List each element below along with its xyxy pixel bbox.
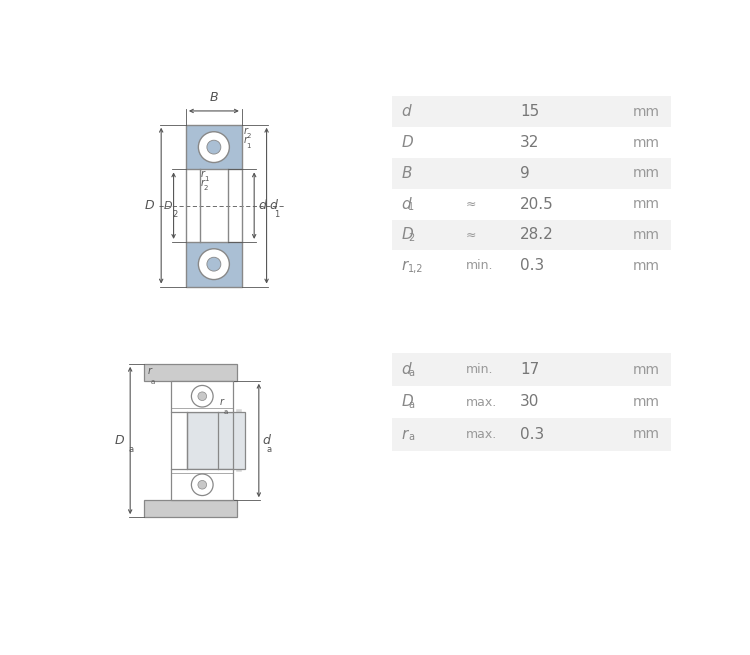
Text: mm: mm bbox=[632, 259, 659, 272]
Circle shape bbox=[191, 385, 213, 407]
Text: 2: 2 bbox=[247, 133, 250, 140]
Text: B: B bbox=[209, 91, 218, 104]
Text: 32: 32 bbox=[520, 135, 539, 150]
Text: D: D bbox=[401, 394, 413, 409]
Bar bbox=[144, 500, 237, 517]
Text: r: r bbox=[401, 258, 408, 273]
Text: mm: mm bbox=[632, 427, 659, 441]
Circle shape bbox=[198, 392, 206, 401]
Bar bbox=[392, 219, 671, 250]
Text: 2: 2 bbox=[409, 233, 415, 243]
Text: d: d bbox=[401, 104, 411, 119]
Bar bbox=[392, 158, 671, 189]
Text: r: r bbox=[220, 397, 224, 407]
Text: max.: max. bbox=[466, 428, 497, 441]
Text: mm: mm bbox=[632, 228, 659, 242]
Text: a: a bbox=[409, 432, 415, 442]
Bar bbox=[186, 125, 242, 170]
Text: 1: 1 bbox=[409, 202, 415, 212]
Text: r: r bbox=[401, 427, 408, 442]
Text: d: d bbox=[258, 199, 266, 212]
Bar bbox=[144, 364, 237, 381]
Text: r: r bbox=[243, 126, 248, 136]
Text: 1,2: 1,2 bbox=[409, 264, 424, 274]
Text: d: d bbox=[270, 199, 278, 212]
Bar bbox=[186, 242, 242, 286]
Text: r: r bbox=[147, 366, 152, 376]
Text: 30: 30 bbox=[520, 394, 539, 409]
Bar bbox=[392, 127, 671, 158]
Text: D: D bbox=[114, 434, 124, 447]
Bar bbox=[392, 418, 671, 451]
Text: a: a bbox=[129, 445, 134, 454]
Text: r: r bbox=[243, 135, 248, 145]
Text: ≈: ≈ bbox=[466, 229, 476, 242]
Circle shape bbox=[198, 481, 206, 489]
Text: 9: 9 bbox=[520, 166, 530, 181]
Text: d: d bbox=[262, 434, 270, 447]
Text: mm: mm bbox=[632, 395, 659, 409]
Bar bbox=[392, 250, 671, 281]
Text: a: a bbox=[150, 379, 154, 384]
Text: mm: mm bbox=[632, 197, 659, 211]
Text: 2: 2 bbox=[172, 210, 178, 219]
Circle shape bbox=[191, 474, 213, 496]
Text: 2: 2 bbox=[204, 185, 209, 191]
Bar bbox=[392, 189, 671, 219]
Text: mm: mm bbox=[632, 166, 659, 180]
Circle shape bbox=[198, 249, 230, 280]
Text: a: a bbox=[409, 367, 415, 378]
Text: 0.3: 0.3 bbox=[520, 427, 544, 442]
Text: D: D bbox=[145, 199, 154, 212]
Text: 1: 1 bbox=[247, 143, 251, 149]
Circle shape bbox=[207, 257, 220, 271]
Text: mm: mm bbox=[632, 105, 659, 119]
Text: 0.3: 0.3 bbox=[520, 258, 544, 273]
Circle shape bbox=[198, 132, 230, 162]
Text: max.: max. bbox=[466, 396, 497, 409]
Text: 1: 1 bbox=[274, 210, 280, 219]
Bar bbox=[171, 470, 233, 500]
Text: r: r bbox=[201, 169, 205, 179]
Text: d: d bbox=[401, 362, 411, 377]
Text: r: r bbox=[201, 178, 205, 187]
Text: min.: min. bbox=[466, 363, 494, 376]
Text: 15: 15 bbox=[520, 104, 539, 119]
Text: d: d bbox=[401, 196, 411, 212]
Text: min.: min. bbox=[466, 259, 494, 272]
Text: ≈: ≈ bbox=[466, 198, 476, 211]
Text: B: B bbox=[401, 166, 412, 181]
Text: 28.2: 28.2 bbox=[520, 227, 554, 242]
Text: mm: mm bbox=[632, 363, 659, 377]
Bar bbox=[187, 411, 244, 470]
Text: a: a bbox=[224, 409, 227, 415]
Text: D: D bbox=[401, 227, 413, 242]
Bar bbox=[171, 381, 233, 411]
Text: 17: 17 bbox=[520, 362, 539, 377]
Bar bbox=[392, 354, 671, 386]
Bar bbox=[392, 386, 671, 418]
Bar bbox=[392, 96, 671, 127]
Text: D: D bbox=[401, 135, 413, 150]
Text: mm: mm bbox=[632, 136, 659, 149]
Circle shape bbox=[207, 140, 220, 154]
Text: D: D bbox=[164, 200, 172, 211]
Text: 20.5: 20.5 bbox=[520, 196, 554, 212]
Text: a: a bbox=[409, 400, 415, 410]
Text: 1: 1 bbox=[204, 176, 209, 182]
Text: a: a bbox=[266, 445, 272, 454]
